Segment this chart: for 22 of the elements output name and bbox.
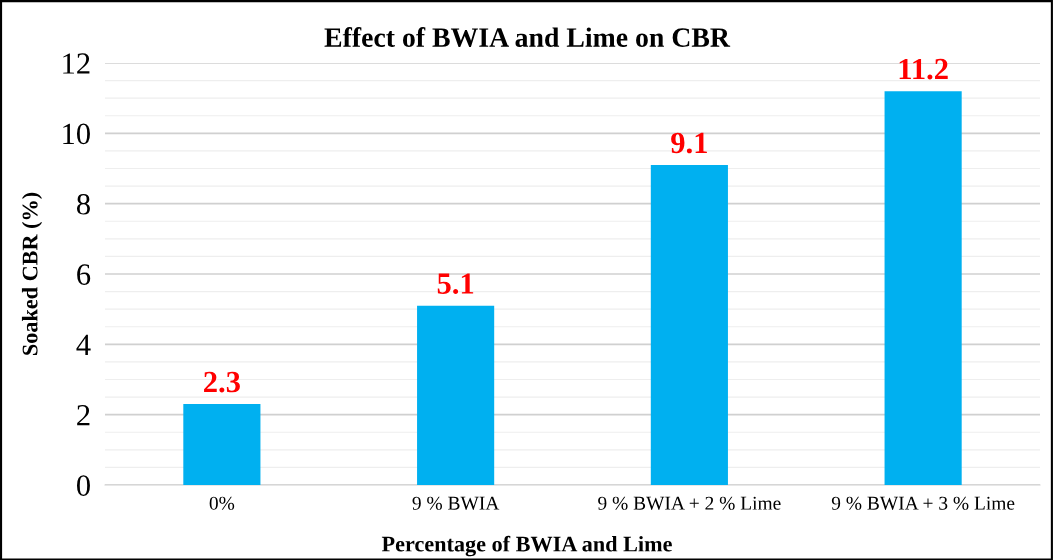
y-tick-label: 8 (77, 193, 90, 215)
bar (884, 91, 962, 485)
data-label: 11.2 (899, 58, 948, 80)
y-tick-label: 6 (77, 264, 91, 285)
chart-title: Effect of BWIA and Lime on CBR (324, 27, 731, 48)
x-tick-label: 9 % BWIA + 2 % Lime (598, 496, 781, 510)
bar (183, 404, 261, 485)
bar (417, 305, 495, 485)
x-tick-label: 9 % BWIA (412, 496, 500, 510)
y-axis-title: Soaked CBR (%) (21, 192, 43, 355)
x-axis-title: Percentage of BWIA and Lime (381, 535, 672, 557)
y-tick-label: 0 (77, 475, 90, 496)
data-label: 9.1 (671, 132, 707, 154)
data-label: 5.1 (437, 273, 474, 295)
y-tick-label: 12 (63, 53, 90, 74)
x-tick-label: 0% (209, 496, 235, 510)
x-tick-label: 9 % BWIA + 3 % Lime (831, 496, 1015, 510)
data-label: 2.3 (204, 371, 240, 393)
y-tick-label: 2 (77, 405, 90, 426)
y-tick-label: 4 (76, 334, 91, 355)
bar (650, 164, 728, 485)
y-tick-label: 10 (63, 123, 90, 145)
